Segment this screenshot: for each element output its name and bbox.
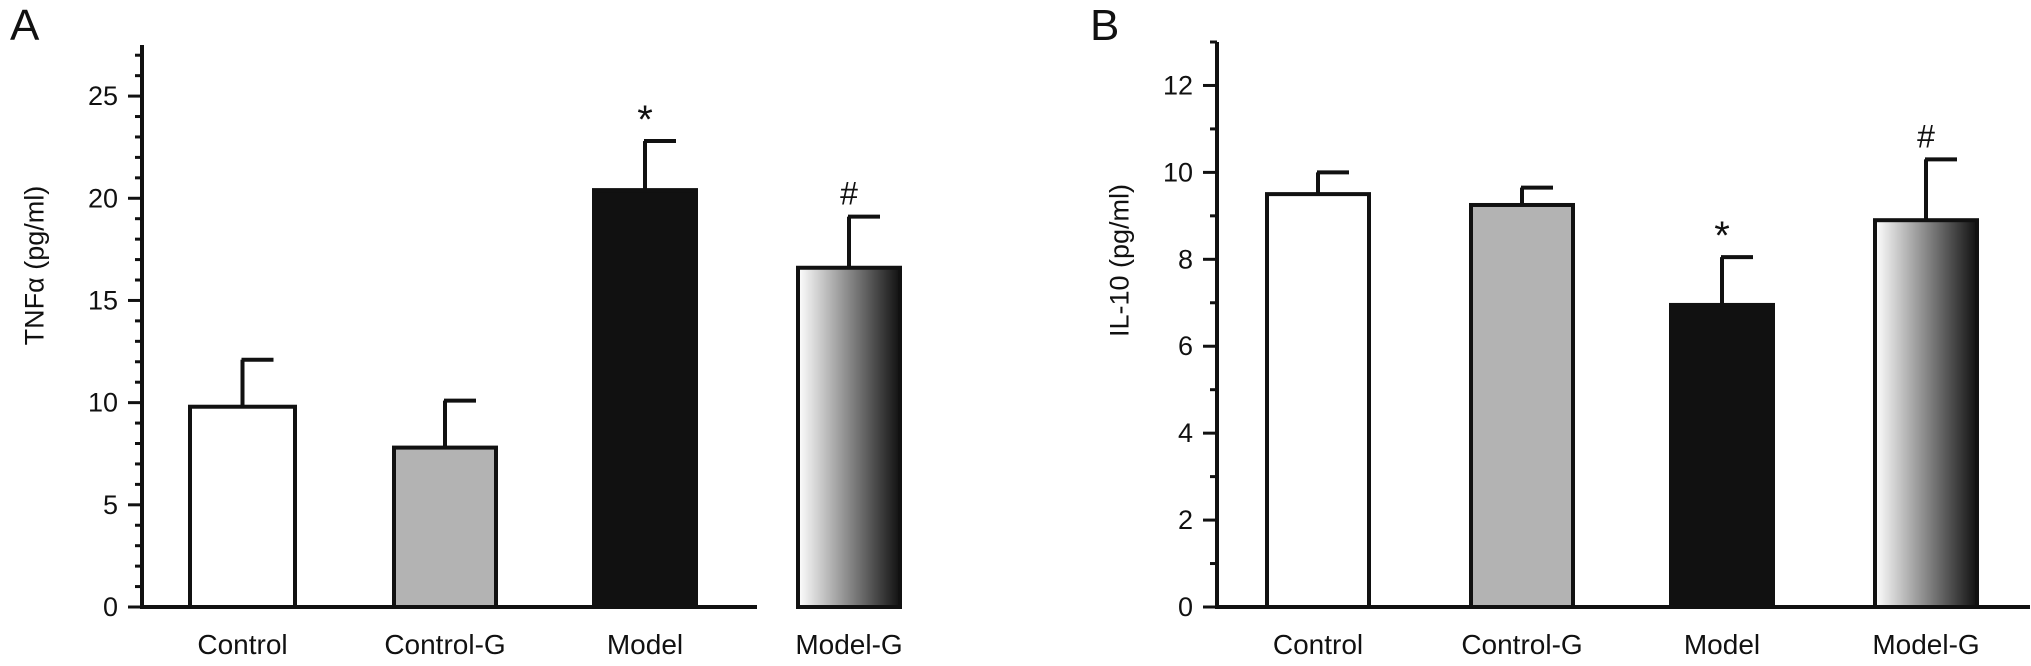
panel-letter: A <box>10 1 40 50</box>
x-tick-label: Model-G <box>1872 629 1979 660</box>
chart-svg: 0 5 10 15 20 25 Control Control-G * Model # Model-G <box>88 45 903 660</box>
bar <box>1873 218 1979 609</box>
x-tick-label: Control-G <box>1461 629 1582 660</box>
x-tick-label: Control <box>197 629 287 660</box>
y-tick-label: 25 <box>88 81 118 111</box>
y-tick-label: 4 <box>1178 418 1193 448</box>
chart-panel-b: B IL-10 (pg/ml) 0 2 4 6 8 10 12 Control Control-… <box>1090 0 2031 666</box>
x-tick-label: Model <box>607 629 683 660</box>
y-tick-label: 10 <box>1163 157 1193 187</box>
x-tick-label: Control-G <box>384 629 505 660</box>
y-tick-label: 6 <box>1178 331 1193 361</box>
chart-panel-a: A TNFα (pg/ml) 0 5 10 15 20 25 Control Control-… <box>10 1 903 661</box>
y-tick-label: 12 <box>1163 70 1193 100</box>
significance-marker: * <box>637 98 653 142</box>
chart-svg: 0 2 4 6 8 10 12 Control Control-G * Model # Model-G <box>1163 40 2030 660</box>
panel-letter: B <box>1090 1 1120 50</box>
y-tick-label: 20 <box>88 183 118 213</box>
y-tick-label: 5 <box>103 490 118 520</box>
y-tick-label: 0 <box>103 592 118 622</box>
bar <box>1265 192 1371 609</box>
bar <box>392 445 498 610</box>
bar <box>796 265 902 609</box>
bar <box>1469 202 1575 609</box>
y-tick-label: 0 <box>1178 592 1193 622</box>
bar <box>592 188 698 609</box>
y-tick-label: 8 <box>1178 244 1193 274</box>
significance-marker: # <box>1917 118 1935 154</box>
y-tick-label: 10 <box>88 388 118 418</box>
significance-marker: # <box>840 176 858 212</box>
significance-marker: * <box>1714 214 1730 258</box>
bar <box>1669 302 1775 609</box>
y-tick-label: 15 <box>88 285 118 315</box>
x-tick-label: Model <box>1684 629 1760 660</box>
bar <box>188 404 297 609</box>
x-tick-label: Control <box>1273 629 1363 660</box>
y-tick-label: 2 <box>1178 505 1193 535</box>
x-tick-label: Model-G <box>795 629 902 660</box>
